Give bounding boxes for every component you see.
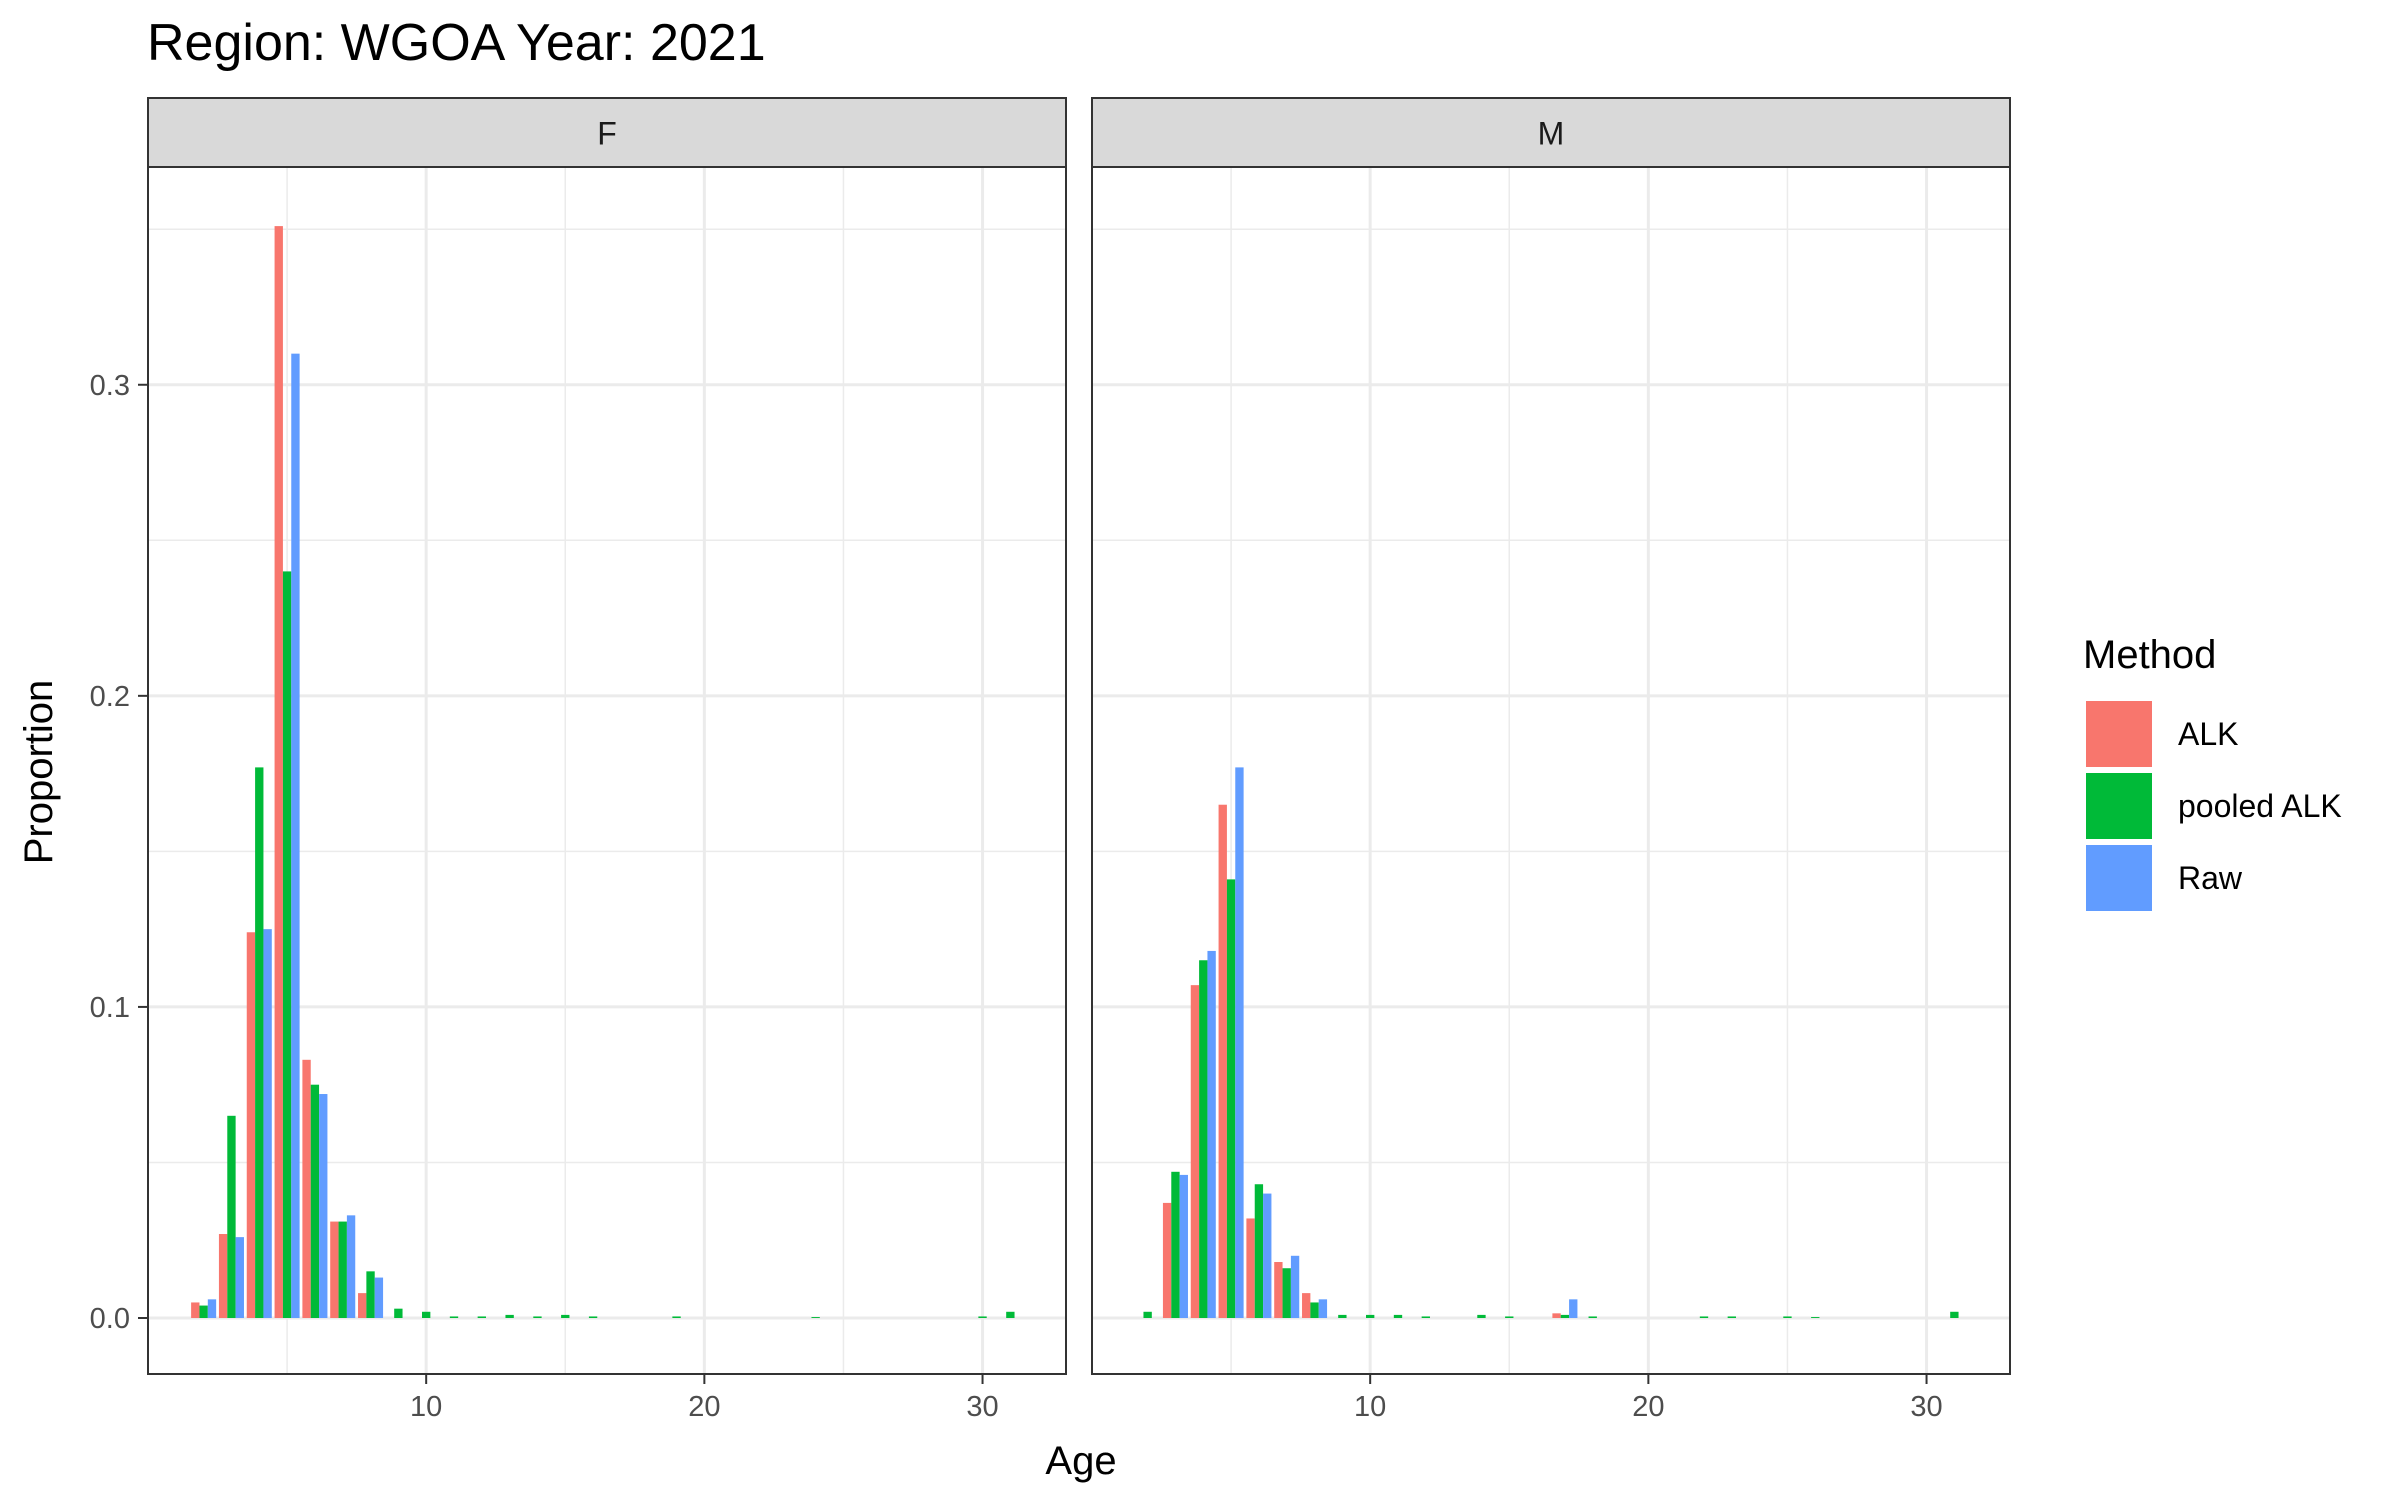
bar-pooled-alk [1811,1317,1820,1319]
bar-alk [1246,1218,1255,1319]
bar-pooled-alk [477,1316,486,1319]
facet-panels: F 10 20 30 0.0 0.1 0.2 0.3 M 10 20 30 [90,97,2011,1423]
bar-pooled-alk [1006,1311,1015,1319]
bar-alk [191,1302,200,1319]
facet-strip [147,97,1067,168]
bar-pooled-alk [1421,1316,1430,1319]
legend-label: ALK [2178,716,2238,752]
legend: Method ALK pooled ALK Raw [2083,633,2342,913]
bar-pooled-alk [338,1221,347,1319]
bar-pooled-alk [227,1115,236,1319]
bar-pooled-alk [255,767,264,1319]
bar-raw [374,1277,384,1319]
x-tick-label: 10 [410,1391,442,1423]
bar-pooled-alk [1226,879,1236,1319]
y-tick-label: 0.0 [90,1303,130,1335]
bar-pooled-alk [978,1316,987,1319]
bar-pooled-alk [672,1316,681,1319]
legend-title: Method [2083,633,2216,677]
bar-pooled-alk [422,1311,431,1319]
x-tick-label: 30 [1910,1391,1942,1423]
facet-panel-M: M 10 20 30 [1091,97,2011,1423]
bar-raw [346,1215,356,1319]
bar-pooled-alk [282,571,292,1319]
bar-pooled-alk [1143,1311,1152,1319]
legend-key-raw [2084,843,2154,913]
legend-key-alk [2084,699,2154,769]
bar-raw [207,1299,217,1319]
y-tick-label: 0.1 [90,992,130,1024]
bar-alk [1190,985,1200,1319]
bar-pooled-alk [561,1314,570,1319]
bar-pooled-alk [1477,1314,1486,1319]
bar-pooled-alk [1199,960,1208,1319]
bar-pooled-alk [1393,1314,1403,1319]
bar-pooled-alk [1338,1314,1347,1319]
x-axis-title: Age [1045,1439,1116,1483]
bar-alk [1274,1262,1283,1319]
bar-pooled-alk [1171,1171,1180,1319]
bar-alk [1162,1202,1172,1319]
x-tick-label: 20 [688,1391,720,1423]
y-axis-title: Proportion [17,680,61,865]
bar-alk [302,1059,311,1319]
bar-pooled-alk [588,1316,598,1319]
bar-pooled-alk [533,1316,542,1319]
bar-pooled-alk [310,1084,320,1319]
bar-alk [274,226,283,1319]
legend-key-pooled-alk [2084,771,2154,841]
panel-background [148,167,1066,1374]
bar-pooled-alk [449,1316,459,1319]
x-tick-label: 30 [966,1391,998,1423]
bar-pooled-alk [366,1271,375,1319]
bar-alk [1218,804,1227,1319]
bar-raw [1263,1193,1272,1319]
bar-alk [246,932,256,1319]
chart-title: Region: WGOA Year: 2021 [147,14,766,72]
legend-label: Raw [2178,860,2243,896]
x-tick-label: 10 [1354,1391,1386,1423]
bar-alk [1302,1293,1311,1319]
bar-alk [1552,1313,1561,1319]
bar-pooled-alk [1950,1311,1959,1319]
bar-pooled-alk [1699,1316,1709,1319]
x-tick-label: 20 [1632,1391,1664,1423]
bar-raw [263,929,272,1319]
bar-raw [319,1094,328,1319]
bar-raw [291,353,300,1319]
bar-pooled-alk [1588,1316,1597,1319]
bar-raw [235,1237,244,1319]
bar-alk [330,1221,339,1319]
bar-pooled-alk [394,1308,403,1319]
facet-strip [1091,97,2011,168]
facet-panel-F: F 10 20 30 0.0 0.1 0.2 0.3 [90,97,1067,1423]
legend-label: pooled ALK [2178,788,2342,824]
bar-pooled-alk [1310,1302,1319,1319]
facet-strip-label: M [1538,116,1565,152]
bar-raw [1235,767,1244,1319]
bar-pooled-alk [1254,1184,1264,1319]
bar-pooled-alk [1783,1316,1792,1319]
bar-pooled-alk [1505,1316,1514,1319]
y-tick-label: 0.3 [90,370,130,402]
y-tick-label: 0.2 [90,681,130,713]
panel-background [1092,167,2010,1374]
bar-raw [1290,1255,1300,1319]
bar-raw [1569,1299,1578,1319]
bar-raw [1207,950,1216,1319]
bar-pooled-alk [1366,1314,1375,1319]
bar-pooled-alk [811,1317,820,1319]
bar-alk [218,1234,228,1319]
bar-pooled-alk [1727,1316,1736,1319]
bar-pooled-alk [1282,1268,1291,1319]
bar-raw [1318,1299,1328,1319]
bar-pooled-alk [199,1305,208,1319]
bar-alk [358,1293,367,1319]
bar-raw [1179,1174,1188,1319]
bar-pooled-alk [505,1314,514,1319]
facet-strip-label: F [597,116,617,152]
bar-pooled-alk [1560,1314,1570,1319]
